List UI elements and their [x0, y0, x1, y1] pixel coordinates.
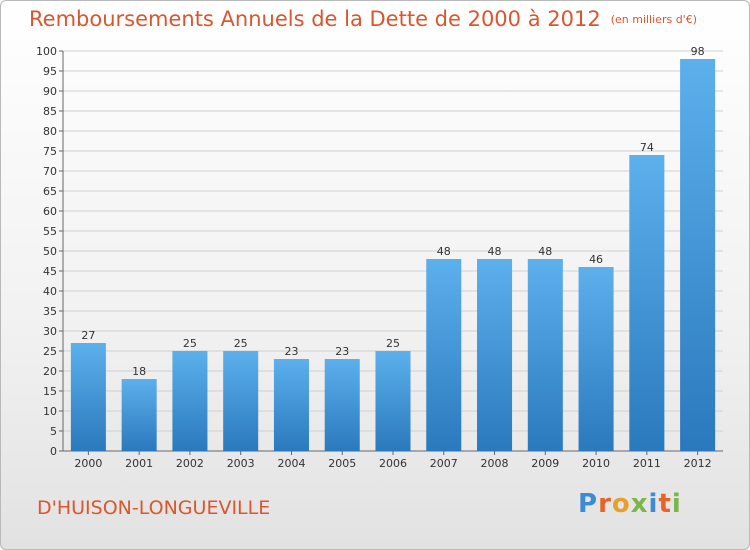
y-tick-label: 10	[43, 405, 57, 418]
data-label-2001: 18	[132, 365, 146, 378]
bar-2010	[578, 267, 614, 451]
y-tick-label: 65	[43, 185, 57, 198]
y-tick-label: 40	[43, 285, 57, 298]
bar-2008	[477, 259, 513, 451]
data-label-2009: 48	[538, 245, 552, 258]
y-tick-label: 80	[43, 125, 57, 138]
y-tick-label: 0	[50, 445, 57, 458]
x-tick-label: 2010	[582, 457, 610, 470]
y-tick-label: 60	[43, 205, 57, 218]
labels: 0 5 10 15 20 25 30 35 40 45 50 55 60 65 70 75 80 85 90 95 10…	[36, 45, 712, 470]
x-tick-label: 2009	[531, 457, 559, 470]
y-tick-label: 50	[43, 245, 57, 258]
proxiti-logo: Proxiti	[578, 489, 682, 519]
chart-title: Remboursements Annuels de la Dette de 20…	[29, 7, 697, 31]
data-label-2006: 25	[386, 337, 400, 350]
y-tick-label: 5	[50, 425, 57, 438]
chart-unit: (en milliers d'€)	[610, 13, 697, 26]
bar-2005	[324, 359, 360, 451]
data-label-2008: 48	[488, 245, 502, 258]
x-tick-label: 2001	[125, 457, 153, 470]
x-tick-label: 2008	[481, 457, 509, 470]
y-tick-label: 70	[43, 165, 57, 178]
y-tick-label: 45	[43, 265, 57, 278]
x-tick-label: 2011	[633, 457, 661, 470]
bar-2003	[223, 351, 259, 451]
x-tick-label: 2002	[176, 457, 204, 470]
data-label-2000: 27	[81, 329, 95, 342]
data-label-2005: 23	[335, 345, 349, 358]
x-tick-label: 2003	[227, 457, 255, 470]
x-tick-label: 2006	[379, 457, 407, 470]
data-label-2011: 74	[640, 141, 654, 154]
bars	[70, 59, 716, 451]
bar-2009	[527, 259, 563, 451]
data-label-2010: 46	[589, 253, 603, 266]
y-tick-label: 30	[43, 325, 57, 338]
y-tick-label: 90	[43, 85, 57, 98]
y-tick-label: 25	[43, 345, 57, 358]
bar-2001	[121, 379, 157, 451]
data-label-2004: 23	[284, 345, 298, 358]
bar-2004	[273, 359, 309, 451]
bar-2012	[680, 59, 716, 451]
data-label-2003: 25	[234, 337, 248, 350]
y-tick-label: 85	[43, 105, 57, 118]
y-tick-label: 35	[43, 305, 57, 318]
y-tick-label: 55	[43, 225, 57, 238]
x-tick-label: 2007	[430, 457, 458, 470]
bar-2000	[70, 343, 106, 451]
data-label-2002: 25	[183, 337, 197, 350]
chart-title-text: Remboursements Annuels de la Dette de 20…	[29, 7, 601, 31]
bar-2007	[426, 259, 462, 451]
x-tick-label: 2012	[684, 457, 712, 470]
y-tick-label: 15	[43, 385, 57, 398]
bar-2002	[172, 351, 208, 451]
data-label-2012: 98	[691, 45, 705, 58]
bar-2011	[629, 155, 665, 451]
x-tick-label: 2000	[74, 457, 102, 470]
x-tick-label: 2004	[277, 457, 305, 470]
bar-2006	[375, 351, 411, 451]
y-tick-label: 100	[36, 45, 57, 58]
y-tick-label: 75	[43, 145, 57, 158]
commune-name: D'HUISON-LONGUEVILLE	[37, 497, 271, 519]
data-label-2007: 48	[437, 245, 451, 258]
x-tick-label: 2005	[328, 457, 356, 470]
y-tick-label: 95	[43, 65, 57, 78]
y-tick-label: 20	[43, 365, 57, 378]
